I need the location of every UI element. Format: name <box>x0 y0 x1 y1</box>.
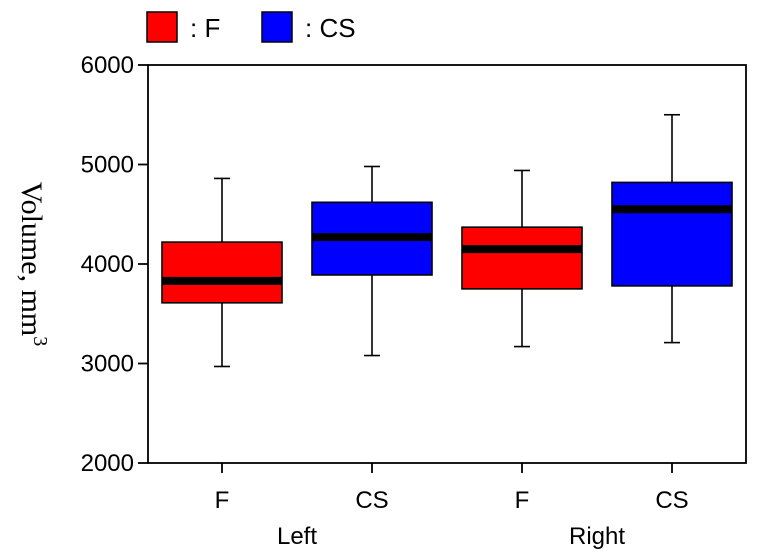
group-label-left: Left <box>277 523 317 550</box>
y-axis-title-text: Volume, mm <box>15 182 48 336</box>
y-tick-label: 6000 <box>81 52 134 79</box>
x-tick-label: F <box>215 487 230 514</box>
box-left-f <box>161 177 283 368</box>
plot-area: 2000 3000 4000 5000 6000 F CS Left F CS Right <box>81 52 733 550</box>
legend-label-f: : F <box>190 13 220 43</box>
y-axis-title: Volume, mm3 <box>15 182 51 346</box>
box-left-cs <box>311 165 433 357</box>
x-tick-label: F <box>515 487 530 514</box>
group-label-right: Right <box>569 523 625 550</box>
y-axis-title-superscript: 3 <box>29 336 51 346</box>
legend-swatch-f <box>146 11 178 43</box>
x-tick-label: CS <box>655 487 688 514</box>
legend-swatch-cs <box>261 11 293 43</box>
legend-label-cs: : CS <box>305 13 356 43</box>
box-iqr <box>611 181 733 287</box>
plot-frame <box>147 64 747 464</box>
y-tick-label: 2000 <box>81 450 134 477</box>
x-tick-label: CS <box>355 487 388 514</box>
box-right-cs <box>611 113 733 344</box>
box-iqr <box>161 241 283 304</box>
box-iqr <box>461 226 583 290</box>
box-right-f <box>461 169 583 348</box>
y-tick-label: 4000 <box>81 251 134 278</box>
y-tick-label: 3000 <box>81 351 134 378</box>
legend: : F : CS <box>146 11 356 43</box>
y-tick-label: 5000 <box>81 152 134 179</box>
